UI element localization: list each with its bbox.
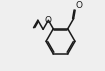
Text: O: O [76, 1, 83, 10]
Text: O: O [45, 16, 52, 25]
